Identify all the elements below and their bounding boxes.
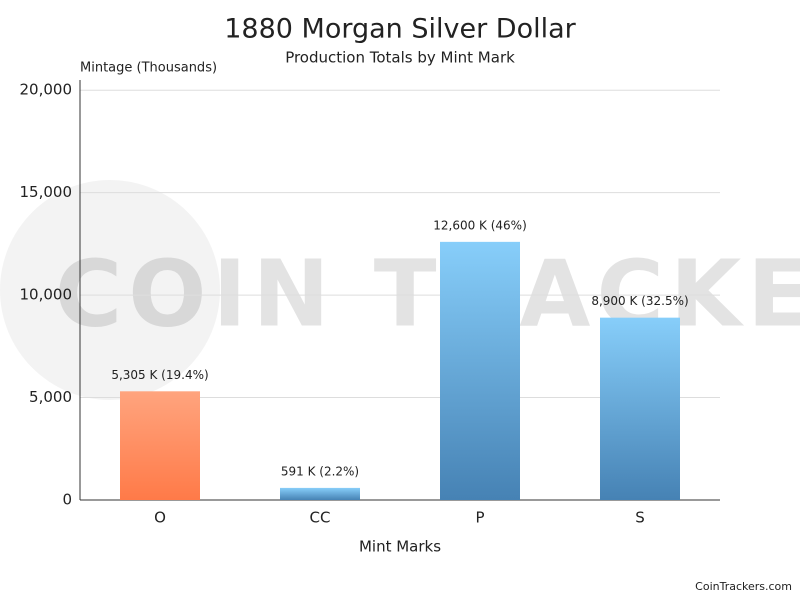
y-tick-label: 5,000 bbox=[29, 388, 72, 406]
bar bbox=[120, 391, 200, 500]
y-tick-label: 15,000 bbox=[20, 183, 73, 201]
data-label: 12,600 K (46%) bbox=[433, 218, 527, 232]
credit: CoinTrackers.com bbox=[695, 580, 792, 593]
data-label: 591 K (2.2%) bbox=[281, 464, 359, 478]
x-tick-label: O bbox=[154, 509, 166, 527]
bar bbox=[440, 242, 520, 500]
bar bbox=[280, 488, 360, 500]
x-tick-label: CC bbox=[310, 509, 331, 527]
data-label: 8,900 K (32.5%) bbox=[591, 294, 688, 308]
x-axis-title: Mint Marks bbox=[359, 538, 441, 556]
y-tick-label: 10,000 bbox=[20, 286, 73, 304]
y-tick-label: 20,000 bbox=[20, 81, 73, 99]
y-axis-title: Mintage (Thousands) bbox=[80, 61, 217, 76]
x-tick-label: P bbox=[475, 509, 484, 527]
x-tick-label: S bbox=[635, 509, 645, 527]
chart-subtitle: Production Totals by Mint Mark bbox=[285, 49, 515, 67]
bar bbox=[600, 318, 680, 500]
data-label: 5,305 K (19.4%) bbox=[111, 368, 208, 382]
chart-title: 1880 Morgan Silver Dollar bbox=[224, 14, 576, 45]
y-tick-label: 0 bbox=[62, 491, 72, 509]
